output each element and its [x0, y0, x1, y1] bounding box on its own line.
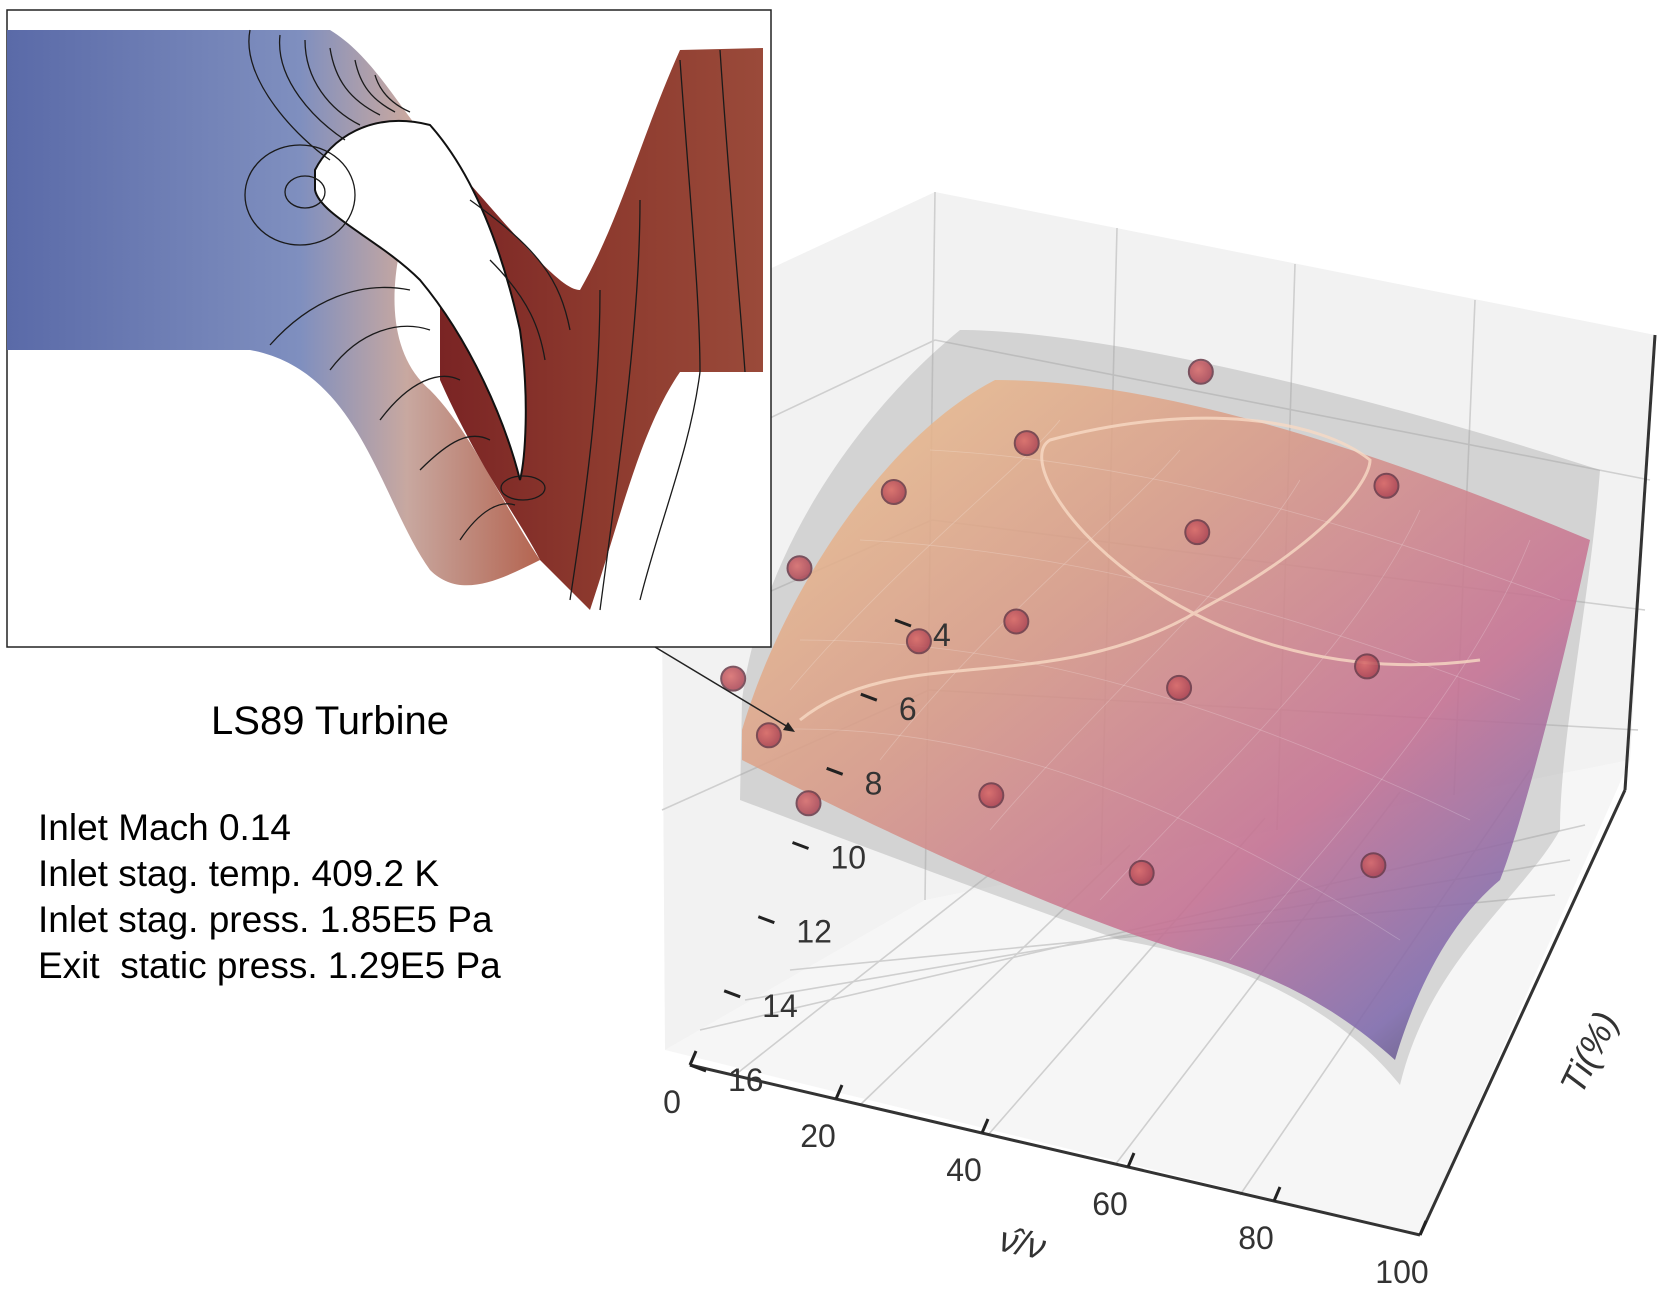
surface-chart: 100 80 60 40 20 0 4 6 8 10 12 14 16 ν̂/ν Ti(%)	[659, 191, 1657, 1290]
sample-point	[786, 555, 813, 582]
condition-line-4: Exit static press. 1.29E5 Pa	[38, 945, 501, 986]
x-tick-mark	[834, 1084, 844, 1100]
x-axis-label: ν̂/ν	[996, 1218, 1050, 1268]
y-ticks: 4 6 8 10 12 14 16	[689, 617, 951, 1098]
y-tick-mark	[791, 841, 810, 850]
y-tick-label: 12	[796, 914, 832, 950]
condition-line-1: Inlet Mach 0.14	[38, 807, 291, 848]
sample-point	[1354, 653, 1381, 680]
callout-arrow	[654, 646, 794, 731]
x-tick-mark	[1272, 1186, 1282, 1202]
sample-point	[795, 790, 822, 817]
y-axis-label: Ti(%)	[1552, 1005, 1626, 1100]
surface-curve	[799, 416, 1481, 722]
surface	[742, 380, 1590, 1060]
y-tick-mark	[689, 1063, 707, 1073]
sample-point	[905, 628, 932, 655]
x-tick-label: 100	[1375, 1254, 1428, 1290]
sample-point	[880, 479, 907, 506]
y-tick-label: 8	[865, 765, 883, 801]
y-tick-label: 16	[728, 1062, 764, 1098]
x-tick-label: 20	[800, 1118, 836, 1154]
sample-point	[755, 722, 782, 749]
y-tick-mark	[826, 766, 844, 776]
surface-mesh	[759, 419, 1561, 961]
sample-point	[720, 665, 747, 692]
y-tick-label: 10	[831, 840, 867, 876]
sample-point	[1003, 608, 1030, 635]
x-tick-mark	[1126, 1152, 1136, 1168]
y-tick-mark	[757, 915, 775, 925]
y-tick-label: 14	[762, 988, 798, 1024]
y-tick-mark	[860, 692, 878, 702]
condition-line-3: Inlet stag. press. 1.85E5 Pa	[38, 899, 493, 940]
sample-point	[1373, 472, 1400, 499]
x-tick-label: 40	[946, 1152, 982, 1188]
sample-point	[1360, 852, 1387, 879]
x-axis-line	[689, 1063, 1421, 1237]
contour-lines	[244, 29, 746, 611]
x-tick-label: 80	[1238, 1220, 1274, 1256]
blade	[314, 120, 527, 481]
sample-points	[720, 358, 1400, 886]
sample-point	[1013, 430, 1040, 457]
sample-point	[1187, 358, 1214, 385]
x-tick-mark	[688, 1050, 698, 1066]
condition-line-2: Inlet stag. temp. 409.2 K	[38, 853, 439, 894]
x-ticks: 100 80 60 40 20 0	[663, 1050, 1429, 1290]
y-axis-line	[1418, 789, 1627, 1236]
y-tick-label: 4	[933, 617, 951, 653]
z-axis-line	[1623, 334, 1657, 791]
callout-arrowhead	[783, 722, 795, 732]
sample-point	[1184, 519, 1211, 546]
y-tick-mark	[723, 989, 741, 999]
inset-title: LS89 Turbine	[211, 699, 449, 743]
x-tick-label: 60	[1092, 1186, 1128, 1222]
turbine-inset: LS89 Turbine Inlet Mach 0.14 Inlet stag.…	[6, 9, 795, 986]
x-tick-mark	[1418, 1220, 1428, 1236]
sample-point	[1166, 674, 1193, 701]
y-tick-label: 6	[899, 691, 917, 727]
x-tick-mark	[980, 1118, 990, 1134]
sample-point	[978, 782, 1005, 809]
sample-point	[1128, 859, 1155, 886]
y-tick-mark	[894, 618, 912, 628]
x-tick-label: 0	[663, 1084, 681, 1120]
